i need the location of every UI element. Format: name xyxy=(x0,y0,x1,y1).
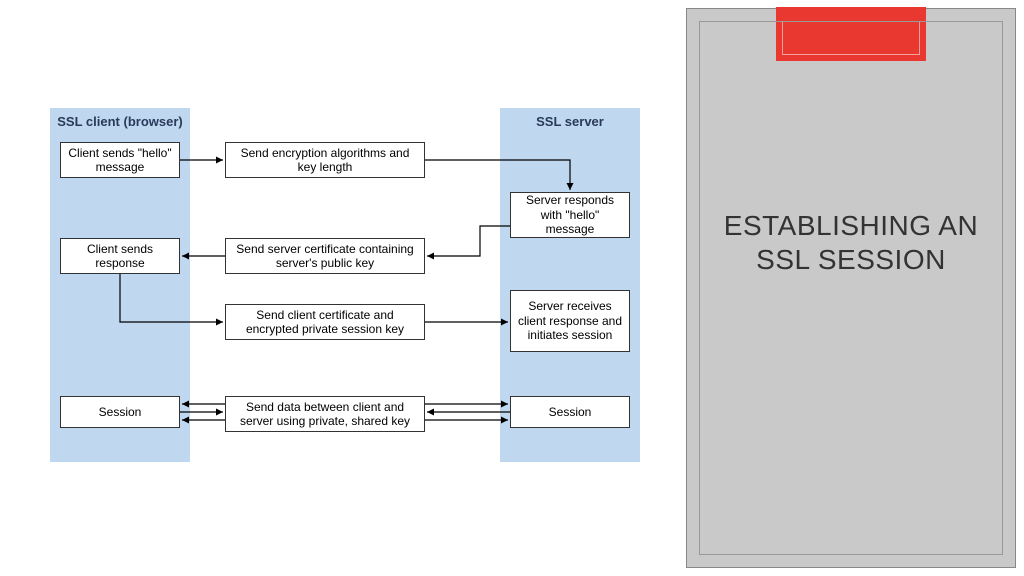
node-msg-client-cert: Send client certificate and encrypted pr… xyxy=(225,304,425,340)
client-header: SSL client (browser) xyxy=(50,108,190,139)
title-panel: ESTABLISHING AN SSL SESSION xyxy=(686,8,1016,568)
node-server-hello: Server responds with "hello" message xyxy=(510,192,630,238)
node-server-initiates: Server receives client response and init… xyxy=(510,290,630,352)
node-client-session: Session xyxy=(60,396,180,428)
panel-inner-border xyxy=(699,21,1003,555)
node-msg-data: Send data between client and server usin… xyxy=(225,396,425,432)
node-server-session: Session xyxy=(510,396,630,428)
server-header: SSL server xyxy=(500,108,640,139)
node-msg-algorithms: Send encryption algorithms and key lengt… xyxy=(225,142,425,178)
slide-title: ESTABLISHING AN SSL SESSION xyxy=(687,209,1015,276)
ssl-flow-diagram: SSL client (browser) SSL server Client s… xyxy=(50,108,660,468)
node-client-response: Client sends response xyxy=(60,238,180,274)
node-msg-server-cert: Send server certificate containing serve… xyxy=(225,238,425,274)
node-client-hello: Client sends "hello" message xyxy=(60,142,180,178)
